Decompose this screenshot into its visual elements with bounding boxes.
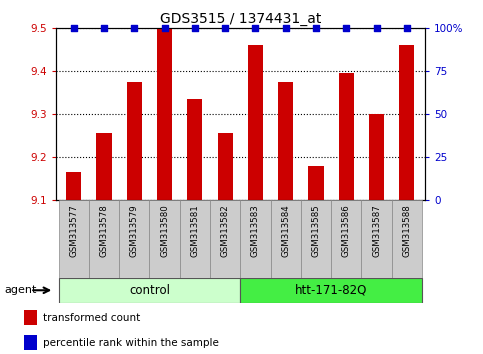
FancyBboxPatch shape xyxy=(331,200,361,278)
FancyBboxPatch shape xyxy=(58,200,89,278)
Bar xyxy=(369,114,384,200)
Title: GDS3515 / 1374431_at: GDS3515 / 1374431_at xyxy=(159,12,321,26)
Text: GSM313587: GSM313587 xyxy=(372,204,381,257)
FancyBboxPatch shape xyxy=(58,278,241,303)
Bar xyxy=(157,28,172,200)
Point xyxy=(221,25,229,31)
Bar xyxy=(399,45,414,200)
FancyBboxPatch shape xyxy=(180,200,210,278)
Bar xyxy=(217,133,233,200)
Point xyxy=(100,25,108,31)
Text: GSM313581: GSM313581 xyxy=(190,204,199,257)
Point xyxy=(342,25,350,31)
Bar xyxy=(278,82,293,200)
FancyBboxPatch shape xyxy=(241,200,270,278)
Text: GSM313586: GSM313586 xyxy=(342,204,351,257)
FancyBboxPatch shape xyxy=(361,200,392,278)
Text: agent: agent xyxy=(5,285,37,295)
FancyBboxPatch shape xyxy=(392,200,422,278)
Text: GSM313578: GSM313578 xyxy=(99,204,109,257)
Text: htt-171-82Q: htt-171-82Q xyxy=(295,284,368,297)
Point xyxy=(191,25,199,31)
Text: GSM313588: GSM313588 xyxy=(402,204,412,257)
Text: GSM313585: GSM313585 xyxy=(312,204,321,257)
Point xyxy=(252,25,259,31)
Bar xyxy=(127,82,142,200)
Point xyxy=(312,25,320,31)
Bar xyxy=(24,310,37,325)
Bar xyxy=(339,73,354,200)
FancyBboxPatch shape xyxy=(241,278,422,303)
FancyBboxPatch shape xyxy=(149,200,180,278)
Point xyxy=(130,25,138,31)
Point xyxy=(161,25,169,31)
Text: GSM313582: GSM313582 xyxy=(221,204,229,257)
Text: GSM313579: GSM313579 xyxy=(130,204,139,257)
Bar xyxy=(187,99,202,200)
Point xyxy=(403,25,411,31)
Point xyxy=(282,25,290,31)
Bar xyxy=(248,45,263,200)
Bar xyxy=(97,133,112,200)
FancyBboxPatch shape xyxy=(119,200,149,278)
Text: GSM313580: GSM313580 xyxy=(160,204,169,257)
Text: percentile rank within the sample: percentile rank within the sample xyxy=(43,338,218,348)
FancyBboxPatch shape xyxy=(301,200,331,278)
FancyBboxPatch shape xyxy=(89,200,119,278)
Text: GSM313584: GSM313584 xyxy=(281,204,290,257)
Bar xyxy=(309,166,324,200)
FancyBboxPatch shape xyxy=(210,200,241,278)
Bar xyxy=(24,335,37,350)
Text: GSM313583: GSM313583 xyxy=(251,204,260,257)
Bar xyxy=(66,172,81,200)
Point xyxy=(70,25,78,31)
FancyBboxPatch shape xyxy=(270,200,301,278)
Text: control: control xyxy=(129,284,170,297)
Text: transformed count: transformed count xyxy=(43,313,140,323)
Point xyxy=(373,25,381,31)
Text: GSM313577: GSM313577 xyxy=(69,204,78,257)
